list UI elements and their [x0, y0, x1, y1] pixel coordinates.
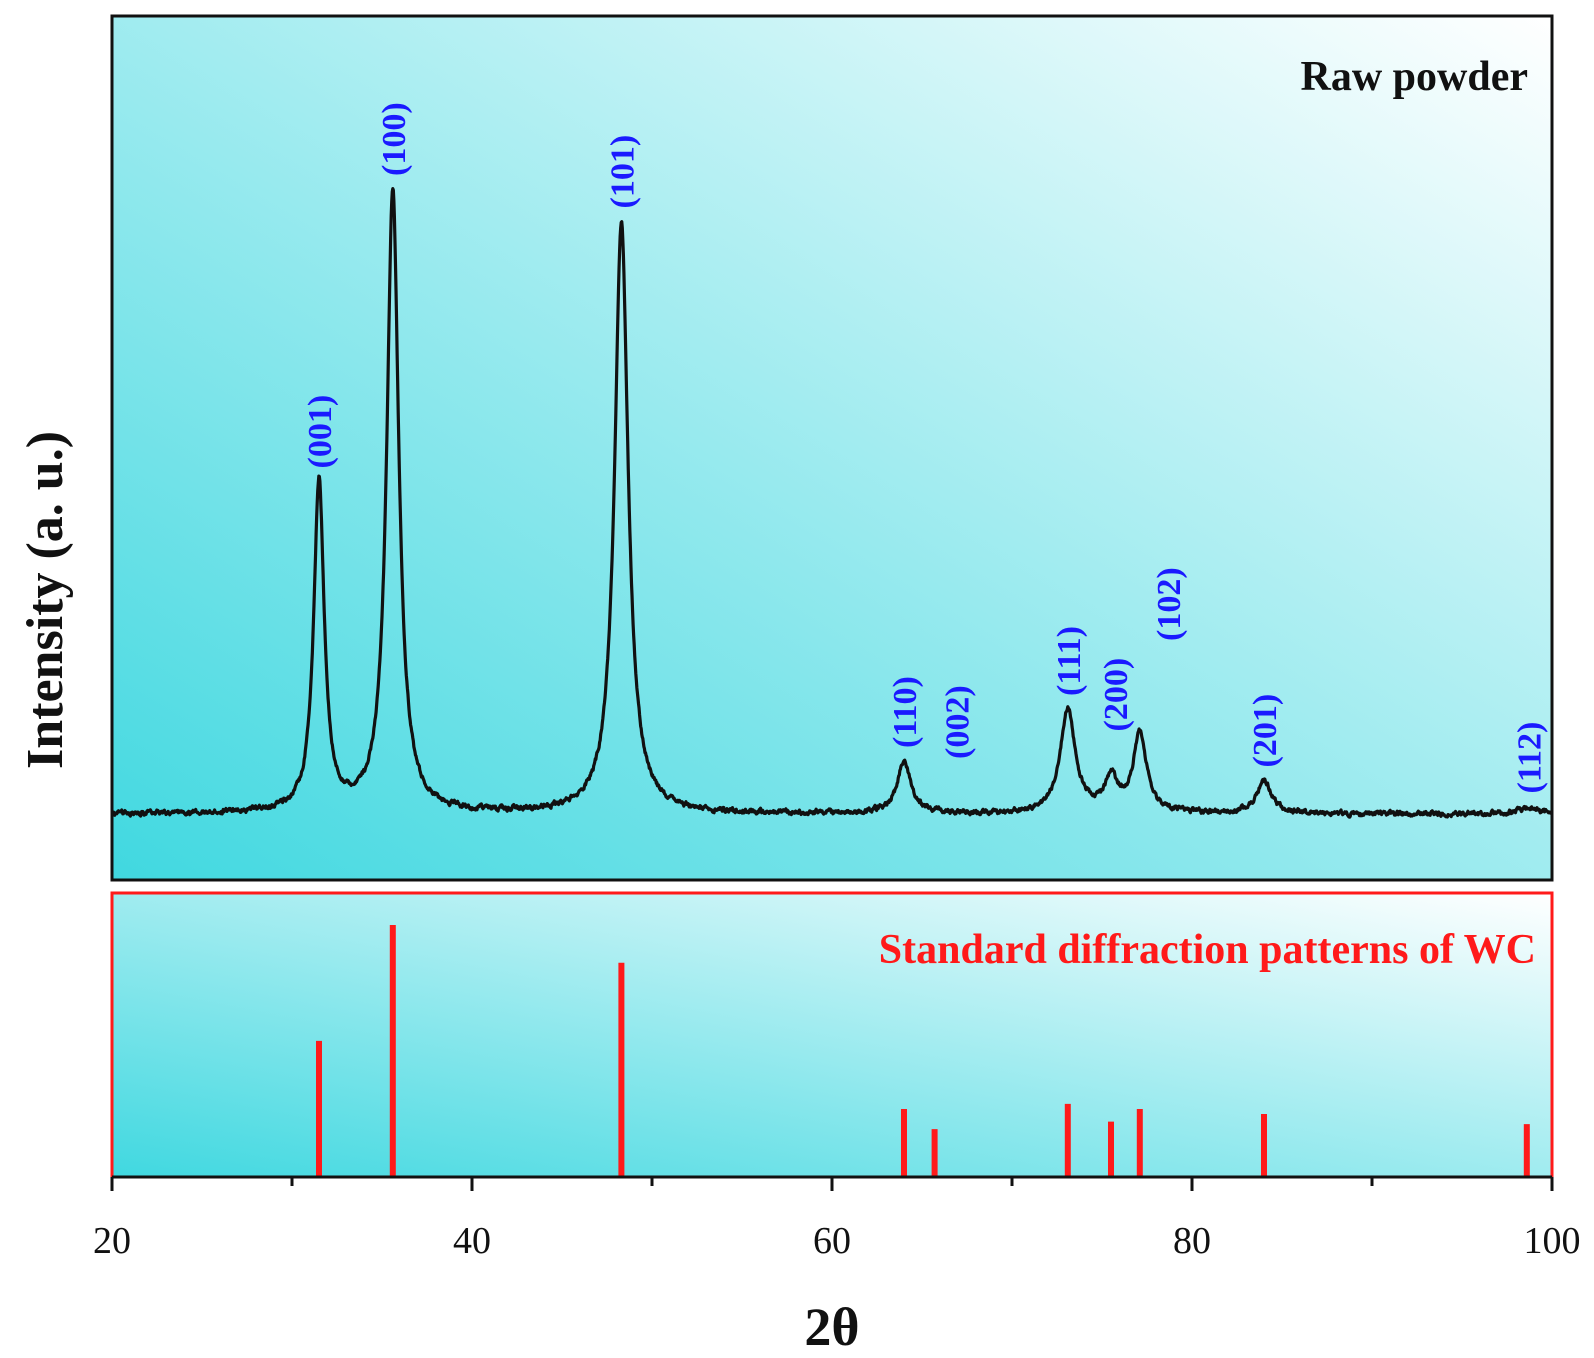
peak-label: (201)	[1247, 694, 1284, 768]
top-panel-title: Raw powder	[1301, 54, 1529, 100]
peak-label: (102)	[1151, 567, 1188, 641]
x-tick-label: 100	[1524, 1220, 1581, 1262]
peak-label: (111)	[1051, 626, 1088, 696]
peak-label: (101)	[604, 135, 641, 209]
x-tick-label: 20	[93, 1220, 131, 1262]
peak-label: (200)	[1098, 658, 1135, 732]
x-axis-ticks: 20 40 60 80 100	[93, 1177, 1581, 1262]
x-tick-label: 40	[453, 1220, 491, 1262]
x-tick-label: 60	[813, 1220, 851, 1262]
peak-label: (112)	[1512, 722, 1549, 794]
bottom-panel-title: Standard diffraction patterns of WC	[879, 927, 1536, 973]
xrd-chart: (001) (100) (101) (110) (002) (111) (200) (102)…	[0, 0, 1594, 1358]
y-axis-title: Intensity (a. u.)	[17, 431, 74, 769]
peak-label: (100)	[376, 102, 413, 176]
peak-label: (110)	[887, 676, 924, 748]
x-axis-title: 2θ	[804, 1297, 859, 1357]
x-tick-label: 80	[1173, 1220, 1211, 1262]
peak-label: (002)	[940, 685, 977, 759]
peak-label: (001)	[302, 395, 339, 469]
